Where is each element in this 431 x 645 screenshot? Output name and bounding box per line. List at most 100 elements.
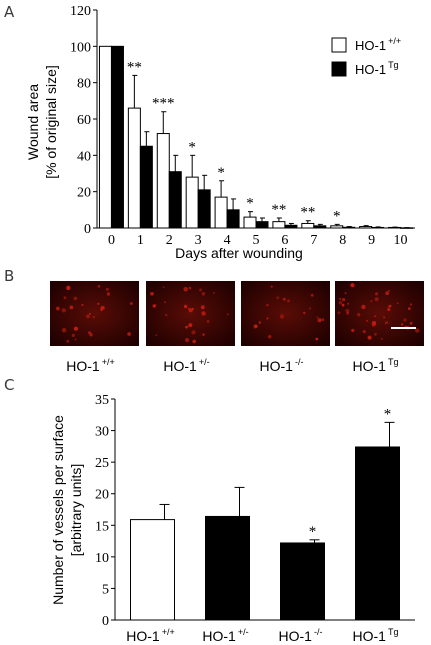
chart-a-significance: ** [300,205,315,221]
micrograph-vessel [384,321,389,325]
micrograph-vessel [268,335,272,339]
micrograph-vessel [97,285,101,288]
chart-a-xtick-label: 2 [166,233,173,248]
micrograph-vessel [254,324,258,328]
micrograph-vessel [388,289,391,292]
micrograph-vessel [365,319,368,322]
chart-a-bar [284,224,298,229]
micrograph-vessel [407,307,411,310]
micrograph-vessel [183,304,188,309]
chart-a-significance: ** [127,59,142,75]
chart-a-bar [139,145,153,229]
chart-c-ytick-label: 30 [95,425,109,440]
chart-c-bar [205,515,250,621]
chart-a-ylabel-line1: Wound area [25,84,41,160]
micrograph-vessel [106,292,111,296]
micrograph-vessel [127,332,131,336]
micrograph-vessel [279,314,285,319]
micrograph-vessel [380,337,383,340]
micrograph-vessel [373,332,377,336]
micrograph-vessel [370,300,373,303]
micrograph-vessel [409,303,413,306]
chart-a-ytick-label: 0 [84,222,91,237]
micrograph-vessel [185,338,190,343]
chart-c-xtick-label: HO-1 Tg [353,627,399,644]
chart-a-bar [214,196,228,229]
micrograph-vessel [258,321,262,324]
micrograph-vessel [316,316,319,319]
micrograph-vessel [100,309,103,312]
micrograph-vessel [155,334,158,337]
chart-a-xlabel: Days after wounding [175,245,303,261]
micrograph-vessel [164,301,167,304]
chart-a-xtick-label: 6 [281,233,288,248]
micrograph-vessel [188,308,193,313]
chart-c-bar [355,446,400,621]
chart-a-ytick-label: 80 [77,77,91,92]
micrograph-vessel [374,315,376,318]
micrograph-vessel [199,288,202,292]
micrograph-vessel [226,313,229,316]
micrograph-vessel [192,339,196,344]
chart-c-bar [280,542,325,621]
chart-a-bar [371,226,385,229]
chart-c-ylabel-line1: Number of vessels per surface [50,415,66,605]
micrograph-image [241,281,330,346]
chart-a-significance: * [188,139,196,155]
micrograph-vessel [201,292,206,296]
micrograph-vessel [73,296,78,301]
micrograph-image [146,281,235,346]
chart-a-bar [98,45,112,229]
micrograph-vessel [61,308,66,313]
chart-a-ytick-label: 60 [77,113,91,128]
micrograph-vessel [188,323,193,328]
micrograph-vessel [276,296,280,300]
chart-a-bar [168,171,182,229]
micrograph-vessel [357,313,361,317]
micrograph-vessel [81,304,84,306]
chart-a-significance: ** [271,202,286,218]
micrograph-vessel [63,296,67,300]
micrograph-vessel [162,286,165,289]
micrograph-image [335,281,424,346]
micrograph-vessel [401,323,404,326]
micrograph-vessel [415,328,420,333]
panel-letter-a: A [4,3,15,21]
chart-a-bar [330,225,344,229]
chart-c-ytick-label: 20 [95,488,109,503]
micrograph-label: HO-1 +/- [163,357,209,374]
micrograph-vessel [74,338,77,341]
chart-a-ytick-label: 40 [77,149,91,164]
micrograph-vessel [56,306,60,311]
micrograph-vessel [339,297,342,301]
chart-a-xtick-label: 0 [108,233,115,248]
micrograph-vessel [371,322,376,327]
micrograph-vessel [105,287,109,291]
chart-c-xtick-label: HO-1 +/+ [126,627,174,644]
micrograph-vessel [350,283,355,288]
chart-a-ytick-label: 20 [77,186,91,201]
chart-a-bar [127,107,141,229]
micrograph-vessel [362,330,366,334]
chart-a-xtick-label: 10 [394,233,408,248]
micrograph-image [50,281,139,346]
chart-a-legend-label: HO-1 +/+ [355,36,401,53]
chart-a: Wound area [% of original size] Days aft… [25,4,415,261]
micrograph-vessel [388,304,392,308]
chart-a-xtick-label: 8 [339,233,346,248]
micrograph-label: HO-1 +/+ [66,357,114,374]
chart-a-xtick-label: 4 [224,233,231,248]
micrograph-vessel [342,298,346,302]
micrograph-vessel [387,308,391,312]
chart-a-bar [156,133,170,229]
micrograph-vessel [315,337,319,341]
chart-a-significance: *** [152,96,175,112]
micrograph-label: HO-1 Tg [353,357,399,374]
micrograph-vessel [374,297,379,302]
micrograph-vessel [266,303,269,307]
micrograph-vessel [100,305,105,310]
micrograph-vessel [309,307,311,310]
micrograph-vessel [371,321,377,326]
chart-c-significance: * [309,524,317,540]
